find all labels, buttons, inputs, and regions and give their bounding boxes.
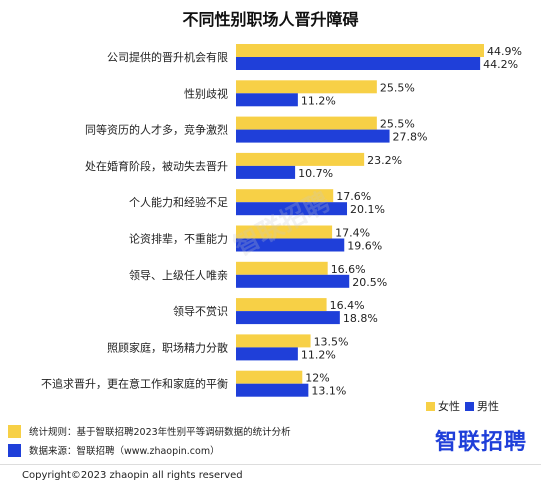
note-rule-text: 统计规则：基于智联招聘2023年性别平等调研数据的统计分析 <box>29 427 291 438</box>
category-label: 性别歧视 <box>184 86 228 100</box>
bar-chart: 公司提供的晋升机会有限 44.9%44.2% 性别歧视 25.5% 11.2% 同等资历的… <box>41 44 522 398</box>
legend-swatch-female <box>426 401 435 411</box>
category-label: 个人能力和经验不足 <box>129 195 228 209</box>
value-label-female: 44.9% <box>487 45 522 58</box>
note-rule-swatch <box>8 424 21 438</box>
brand-logo: 智联招聘 <box>434 430 527 455</box>
bar-female <box>236 152 365 166</box>
value-label-male: 18.8% <box>343 312 378 325</box>
legend: 女性 男性 <box>426 398 499 414</box>
value-label-male: 27.8% <box>393 131 428 144</box>
value-label-male: 20.1% <box>350 203 385 216</box>
bar-female <box>236 261 328 275</box>
legend-label-female: 女性 <box>438 400 460 413</box>
legend-swatch-male <box>465 401 474 411</box>
value-label-female: 13.5% <box>314 335 349 348</box>
bar-male <box>236 129 390 143</box>
value-label-female: 17.6% <box>336 190 371 203</box>
value-label-female: 12% <box>305 372 329 385</box>
value-label-female: 23.2% <box>367 154 402 167</box>
bar-male <box>236 165 296 179</box>
bar-male <box>236 311 340 325</box>
category-label: 领导不赏识 <box>173 305 228 318</box>
value-label-male: 10.7% <box>298 167 333 180</box>
value-label-male: 44.2% <box>483 58 518 71</box>
category-label: 公司提供的晋升机会有限 <box>107 50 228 64</box>
category-label: 领导、上级任人唯亲 <box>129 268 228 282</box>
bar-male <box>236 57 481 70</box>
bar-female <box>236 80 377 94</box>
legend-label-male: 男性 <box>477 400 499 413</box>
bar-female <box>236 225 333 239</box>
category-label: 照顾家庭，职场精力分散 <box>107 340 228 354</box>
bar-female <box>236 189 334 203</box>
copyright-text: Copyright©2023 zhaopin all rights reserv… <box>22 470 243 481</box>
bar-male <box>236 93 298 107</box>
value-label-male: 19.6% <box>347 240 382 253</box>
bar-female <box>236 334 311 348</box>
note-rule: 统计规则：基于智联招聘2023年性别平等调研数据的统计分析 <box>8 424 291 438</box>
bar-female <box>236 116 377 130</box>
category-label: 同等资历的人才多，竞争激烈 <box>85 123 228 137</box>
value-label-female: 25.5% <box>380 118 415 131</box>
value-label-female: 16.6% <box>331 263 366 276</box>
bar-female <box>236 298 327 312</box>
bar-female <box>236 370 303 384</box>
chart-title: 不同性别职场人晋升障碍 <box>182 10 359 29</box>
category-label: 处在婚育阶段，被动失去晋升 <box>85 159 228 173</box>
value-label-female: 17.4% <box>335 227 370 240</box>
value-label-male: 13.1% <box>311 385 346 398</box>
value-label-male: 11.2% <box>301 94 336 107</box>
bar-male <box>236 347 298 361</box>
bar-male <box>236 274 350 288</box>
bar-male <box>236 238 345 252</box>
note-source-swatch <box>8 443 21 457</box>
value-label-male: 11.2% <box>301 348 336 361</box>
category-label: 论资排辈，不重能力 <box>129 232 228 246</box>
value-label-male: 20.5% <box>352 276 387 289</box>
note-source-text: 数据来源：智联招聘（www.zhaopin.com） <box>29 446 220 457</box>
value-label-female: 25.5% <box>380 81 415 94</box>
note-source: 数据来源：智联招聘（www.zhaopin.com） <box>8 443 220 457</box>
footer-divider <box>0 464 541 465</box>
value-label-female: 16.4% <box>330 299 365 312</box>
bar-male <box>236 202 348 216</box>
bar-female <box>236 44 484 57</box>
category-label: 不追求晋升，更在意工作和家庭的平衡 <box>41 377 228 391</box>
bar-male <box>236 383 309 397</box>
